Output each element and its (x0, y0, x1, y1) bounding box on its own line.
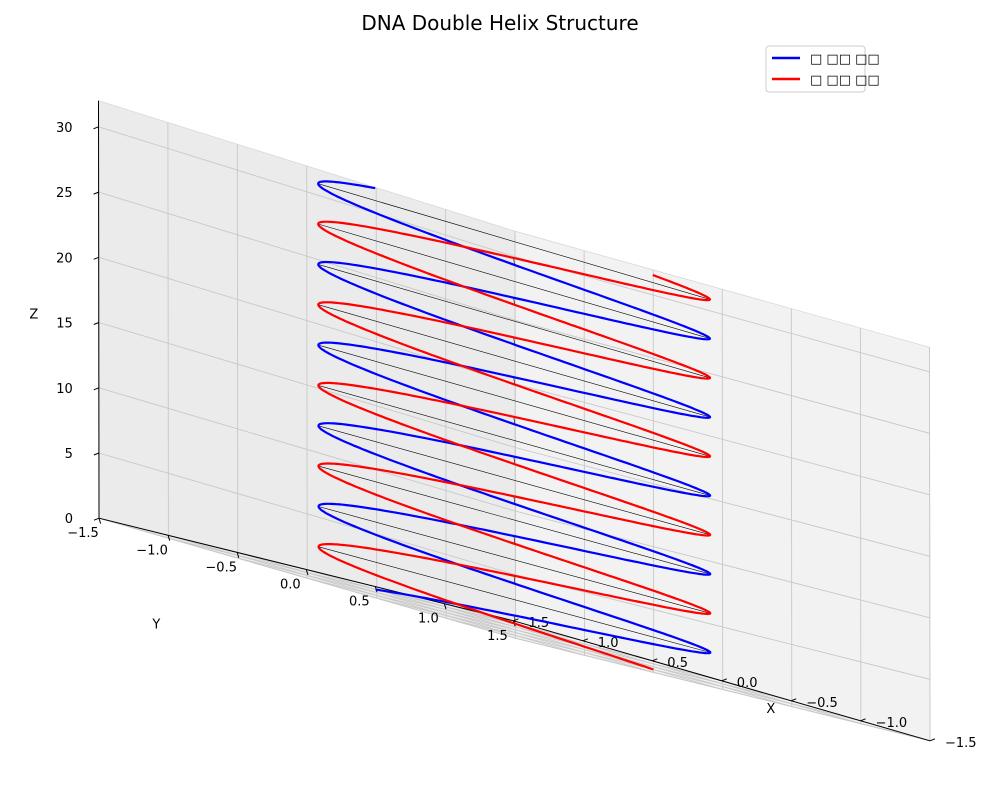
z-tick-label: 30 (56, 121, 73, 136)
y-tick (305, 569, 309, 576)
base-pair-line (318, 304, 711, 418)
axes: −1.5 −1.0 −0.5 0.0 0.5 1.0 1.5 −1.5 −1.0 −0.5 0.0 0… (29, 100, 977, 751)
chart-title: DNA Double Helix Structure (361, 11, 638, 35)
grid-wall-y (514, 231, 516, 639)
base-pair-line (318, 223, 710, 339)
x-tick-label: 0.0 (737, 676, 758, 691)
base-pair-line (513, 496, 516, 505)
base-pair-line (318, 425, 711, 536)
y-tick-label: 0.0 (280, 578, 301, 593)
x-tick (929, 738, 936, 742)
base-pair-line (513, 575, 516, 584)
y-tick-label: 0.5 (349, 595, 370, 610)
grid-wall-z-1 (515, 510, 930, 619)
helix-lines (317, 180, 712, 671)
base-pair-line (318, 465, 711, 575)
legend-label-red: □ □□ □□ (810, 73, 880, 88)
grid-wall-z-2 (98, 517, 516, 639)
grid-wall-z-1 (514, 319, 930, 434)
base-pair-line (513, 615, 516, 624)
y-tick (236, 552, 240, 558)
grid-wall-x (167, 122, 169, 539)
z-tick (93, 387, 99, 391)
grid-wall-z-1 (515, 574, 931, 680)
base-pair-line (513, 416, 515, 425)
y-axis-title: Y (151, 618, 160, 633)
z-tick (93, 256, 99, 260)
x-tick (721, 678, 727, 682)
legend: □ □□ □□ □ □□ □□ (765, 45, 880, 93)
grid-wall-z-2 (98, 191, 516, 321)
z-axis-title: Z (29, 308, 38, 323)
grid-wall-z-2 (98, 126, 516, 258)
z-tick (93, 191, 99, 195)
base-pair-line (513, 535, 516, 544)
x-tick-label: −0.5 (806, 696, 838, 711)
grid-wall-x (375, 187, 378, 599)
base-pair-line (318, 264, 711, 379)
z-tick-label: 20 (56, 251, 73, 266)
z-axis-line (98, 100, 100, 519)
grid-wall-x (445, 209, 447, 619)
base-pair-line (318, 385, 711, 496)
y-tick-label: 1.5 (487, 629, 508, 644)
grid-wall-y (583, 250, 586, 656)
grid-wall-z-2 (98, 387, 516, 512)
z-tick (93, 126, 99, 130)
z-tick-label: 15 (56, 317, 73, 332)
grid-wall-x (306, 165, 308, 579)
x-tick-label: −1.0 (876, 716, 908, 731)
base-pair-line (318, 546, 711, 653)
x-tick (791, 698, 797, 702)
x-tick-label: 0.5 (667, 656, 688, 671)
grid-wall-z-1 (515, 383, 930, 496)
z-tick (93, 322, 99, 325)
grid-wall-y (859, 327, 862, 724)
grid-wall-z-2 (98, 452, 516, 576)
legend-label-blue: □ □□ □□ (810, 52, 880, 67)
y-tick-label: −0.5 (205, 560, 237, 575)
base-pair-line (318, 344, 711, 457)
y-tick-label: 1.0 (418, 612, 439, 627)
grid-wall-z-1 (514, 256, 930, 373)
y-tick (443, 603, 447, 610)
grid-wall-z-1 (515, 637, 931, 742)
base-pair-line (318, 506, 711, 614)
base-pair-line (513, 337, 515, 345)
y-tick (98, 518, 102, 524)
x-tick-label: −1.5 (945, 736, 977, 751)
z-tick-label: 10 (56, 382, 73, 397)
grid-wall-z-2 (98, 322, 516, 448)
x-tick (860, 718, 866, 722)
grid-wall-y (929, 347, 931, 741)
y-tick-label: −1.0 (136, 543, 168, 558)
base-pair-line (513, 377, 515, 385)
z-tick-label: 25 (56, 186, 73, 201)
y-tick (167, 535, 171, 541)
grid-wall-y (790, 308, 793, 707)
helix-strand-blue (317, 180, 712, 655)
x-tick (582, 638, 589, 642)
x-axis-title: X (766, 702, 775, 717)
grid-wall-z-1 (515, 447, 930, 557)
z-tick (93, 517, 100, 521)
base-pair-line (513, 456, 516, 465)
x-tick (652, 658, 658, 662)
grid-wall-x (236, 144, 239, 559)
z-tick-label: 0 (65, 512, 73, 527)
x-tick-label: 1.0 (598, 636, 619, 651)
helix-strand-red (317, 220, 712, 671)
z-tick (93, 452, 100, 456)
z-tick-label: 5 (65, 447, 73, 462)
base-pair-line (318, 183, 710, 300)
grid-wall-y (721, 289, 724, 690)
y-tick-label: −1.5 (67, 526, 99, 541)
